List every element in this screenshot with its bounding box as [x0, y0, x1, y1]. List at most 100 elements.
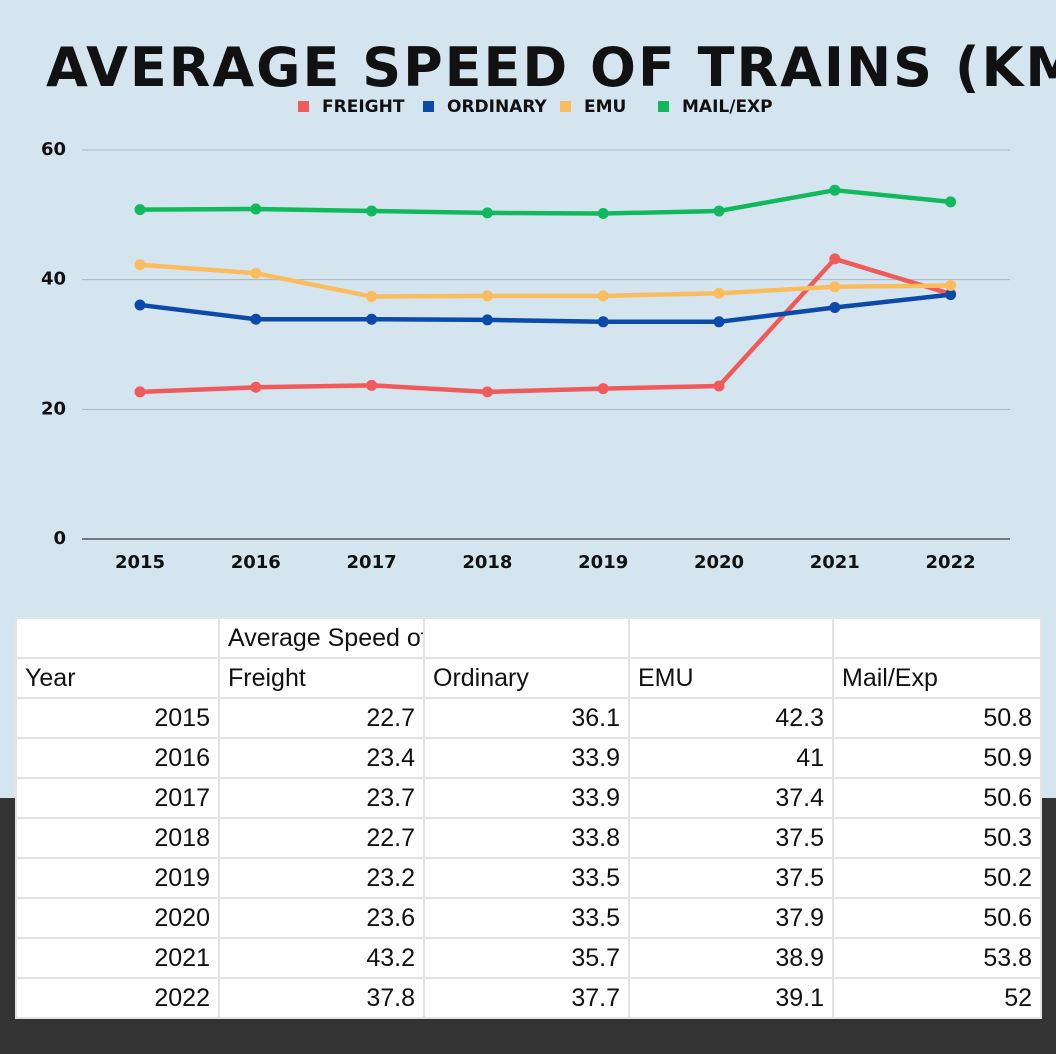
series-freight [134, 253, 957, 398]
series-line [137, 256, 953, 395]
series-line [137, 292, 953, 325]
table-cell: 42.3 [628, 697, 834, 739]
data-point [713, 380, 725, 392]
table-cell: 37.7 [423, 977, 630, 1019]
table-row: 2020 23.6 33.5 37.9 50.6 [15, 897, 1042, 939]
table-cell: 2021 [15, 937, 220, 979]
table-cell: 22.7 [218, 817, 425, 859]
x-tick-label: 2017 [347, 552, 397, 573]
table-cell: 39.1 [628, 977, 834, 1019]
table-cell: 33.9 [423, 777, 630, 819]
data-point [366, 313, 378, 325]
data-point [134, 386, 146, 398]
table-row: 2022 37.8 37.7 39.1 52 [15, 977, 1042, 1019]
data-point [597, 208, 609, 220]
data-point [481, 207, 493, 219]
table-cell: 50.8 [832, 697, 1042, 739]
table-cell: 37.5 [628, 817, 834, 859]
table-header-cell [15, 617, 220, 659]
data-point [713, 287, 725, 299]
table-cell: 2018 [15, 817, 220, 859]
table-cell: 33.5 [423, 857, 630, 899]
table-cell: 43.2 [218, 937, 425, 979]
y-tick-label: 60 [41, 139, 66, 160]
table-header-cell [832, 617, 1042, 659]
table-cell: 50.6 [832, 777, 1042, 819]
data-point [134, 299, 146, 311]
data-point [597, 316, 609, 328]
table-header-cell: Average Speed of Trains (Km/h) [218, 617, 425, 659]
data-point [481, 386, 493, 398]
table-cell: 36.1 [423, 697, 630, 739]
data-point [829, 302, 841, 314]
table-cell: 35.7 [423, 937, 630, 979]
legend: FREIGHT ORDINARY EMU MAIL/EXP [298, 97, 773, 117]
table-header-cell: Freight [218, 657, 425, 699]
table-cell: 50.9 [832, 737, 1042, 779]
y-tick-label: 0 [53, 528, 66, 549]
data-point [829, 184, 841, 196]
table-cell: 41 [628, 737, 834, 779]
data-point [134, 204, 146, 216]
data-point [250, 313, 262, 325]
data-point [945, 196, 957, 208]
data-point [250, 267, 262, 279]
data-point [713, 316, 725, 328]
legend-item: FREIGHT [298, 97, 405, 117]
data-table: Average Speed of Trains (Km/h)YearFreigh… [15, 617, 1042, 1019]
legend-item: MAIL/EXP [658, 97, 773, 117]
table-cell: 33.5 [423, 897, 630, 939]
table-cell: 38.9 [628, 937, 834, 979]
chart-title: AVERAGE SPEED OF TRAINS (KM/H) [46, 36, 1056, 99]
table-cell: 2016 [15, 737, 220, 779]
table-cell: 37.8 [218, 977, 425, 1019]
data-point [366, 291, 378, 303]
table-header-cell: Mail/Exp [832, 657, 1042, 699]
table-cell: 2020 [15, 897, 220, 939]
y-tick-label: 20 [41, 398, 66, 419]
legend-label: ORDINARY [447, 97, 548, 117]
series-line [137, 187, 953, 216]
table-header-row: Year Freight Ordinary EMU Mail/Exp [15, 657, 1042, 699]
data-point [829, 281, 841, 293]
table-header-row: Average Speed of Trains (Km/h) [15, 617, 1042, 659]
table-row: 2018 22.7 33.8 37.5 50.3 [15, 817, 1042, 859]
x-tick-label: 2018 [462, 552, 512, 573]
series-line [137, 262, 953, 299]
x-tick-label: 2016 [231, 552, 281, 573]
series-ordinary [134, 289, 957, 328]
data-point [945, 280, 957, 292]
table-header-cell: Ordinary [423, 657, 630, 699]
x-tick-label: 2020 [694, 552, 744, 573]
data-point [481, 290, 493, 302]
table-cell: 2019 [15, 857, 220, 899]
legend-swatch [423, 101, 434, 112]
y-tick-label: 40 [41, 269, 66, 290]
data-point [597, 290, 609, 302]
legend-label: FREIGHT [322, 97, 405, 117]
series-emu [134, 259, 957, 303]
x-tick-label: 2022 [926, 552, 976, 573]
gridlines [82, 149, 1010, 540]
table-cell: 23.6 [218, 897, 425, 939]
data-point [366, 205, 378, 217]
table-cell: 23.2 [218, 857, 425, 899]
table-header-cell: Year [15, 657, 220, 699]
x-tick-label: 2019 [578, 552, 628, 573]
data-point [713, 205, 725, 217]
table-cell: 23.4 [218, 737, 425, 779]
table-cell: 22.7 [218, 697, 425, 739]
legend-label: MAIL/EXP [682, 97, 773, 117]
legend-swatch [298, 101, 309, 112]
table-cell: 37.9 [628, 897, 834, 939]
table-cell: 33.9 [423, 737, 630, 779]
legend-swatch [658, 101, 669, 112]
data-point [597, 383, 609, 395]
table-cell: 2022 [15, 977, 220, 1019]
legend-swatch [560, 101, 571, 112]
legend-item: ORDINARY [423, 97, 548, 117]
series-lines [134, 184, 957, 398]
data-point [481, 314, 493, 326]
table-row: 2015 22.7 36.1 42.3 50.8 [15, 697, 1042, 739]
legend-item: EMU [560, 97, 626, 117]
